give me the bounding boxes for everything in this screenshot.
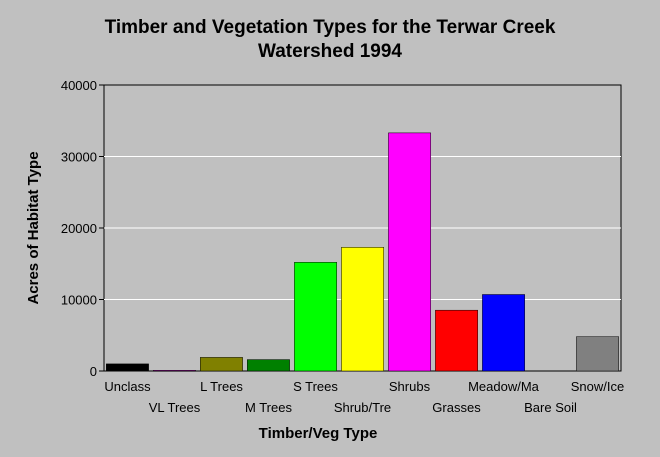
y-tick-label: 40000 xyxy=(61,78,97,93)
x-tick-label: Shrubs xyxy=(389,379,431,394)
chart-title-line-1: Timber and Vegetation Types for the Terw… xyxy=(105,17,556,38)
x-tick-label: M Trees xyxy=(245,400,292,415)
y-axis-ticks: 0 10000 20000 30000 40000 xyxy=(61,78,104,379)
x-tick-label: L Trees xyxy=(200,379,243,394)
x-tick-label: Bare Soil xyxy=(524,400,577,415)
x-tick-label: Grasses xyxy=(432,400,481,415)
x-tick-label: Shrub/Tre xyxy=(334,400,391,415)
x-tick-label: Unclass xyxy=(104,379,151,394)
bar xyxy=(294,262,337,372)
bar xyxy=(435,309,478,372)
bar xyxy=(388,132,431,372)
chart-title-line-2: Watershed 1994 xyxy=(258,41,402,62)
bar xyxy=(341,247,384,372)
y-tick-label: 30000 xyxy=(61,150,97,165)
x-tick-label: VL Trees xyxy=(149,400,201,415)
y-tick-label: 10000 xyxy=(61,293,97,308)
y-tick-label: 0 xyxy=(90,364,97,379)
x-tick-label: Snow/Ice xyxy=(571,379,624,394)
bar xyxy=(247,359,290,372)
x-tick-label: Meadow/Ma xyxy=(468,379,540,394)
x-tick-label: S Trees xyxy=(293,379,338,394)
y-axis-title: Acres of Habitat Type xyxy=(25,151,42,304)
bar xyxy=(482,294,525,372)
bar xyxy=(200,357,243,372)
bar xyxy=(153,370,196,372)
bar xyxy=(576,336,619,372)
bar xyxy=(106,363,149,372)
x-axis-title: Timber/Veg Type xyxy=(259,425,378,442)
y-tick-label: 20000 xyxy=(61,221,97,236)
bars xyxy=(106,132,619,372)
